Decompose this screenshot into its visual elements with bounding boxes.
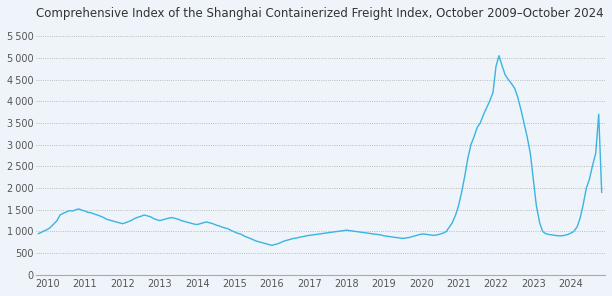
- Text: Comprehensive Index of the Shanghai Containerized Freight Index, October 2009–Oc: Comprehensive Index of the Shanghai Cont…: [37, 7, 604, 20]
